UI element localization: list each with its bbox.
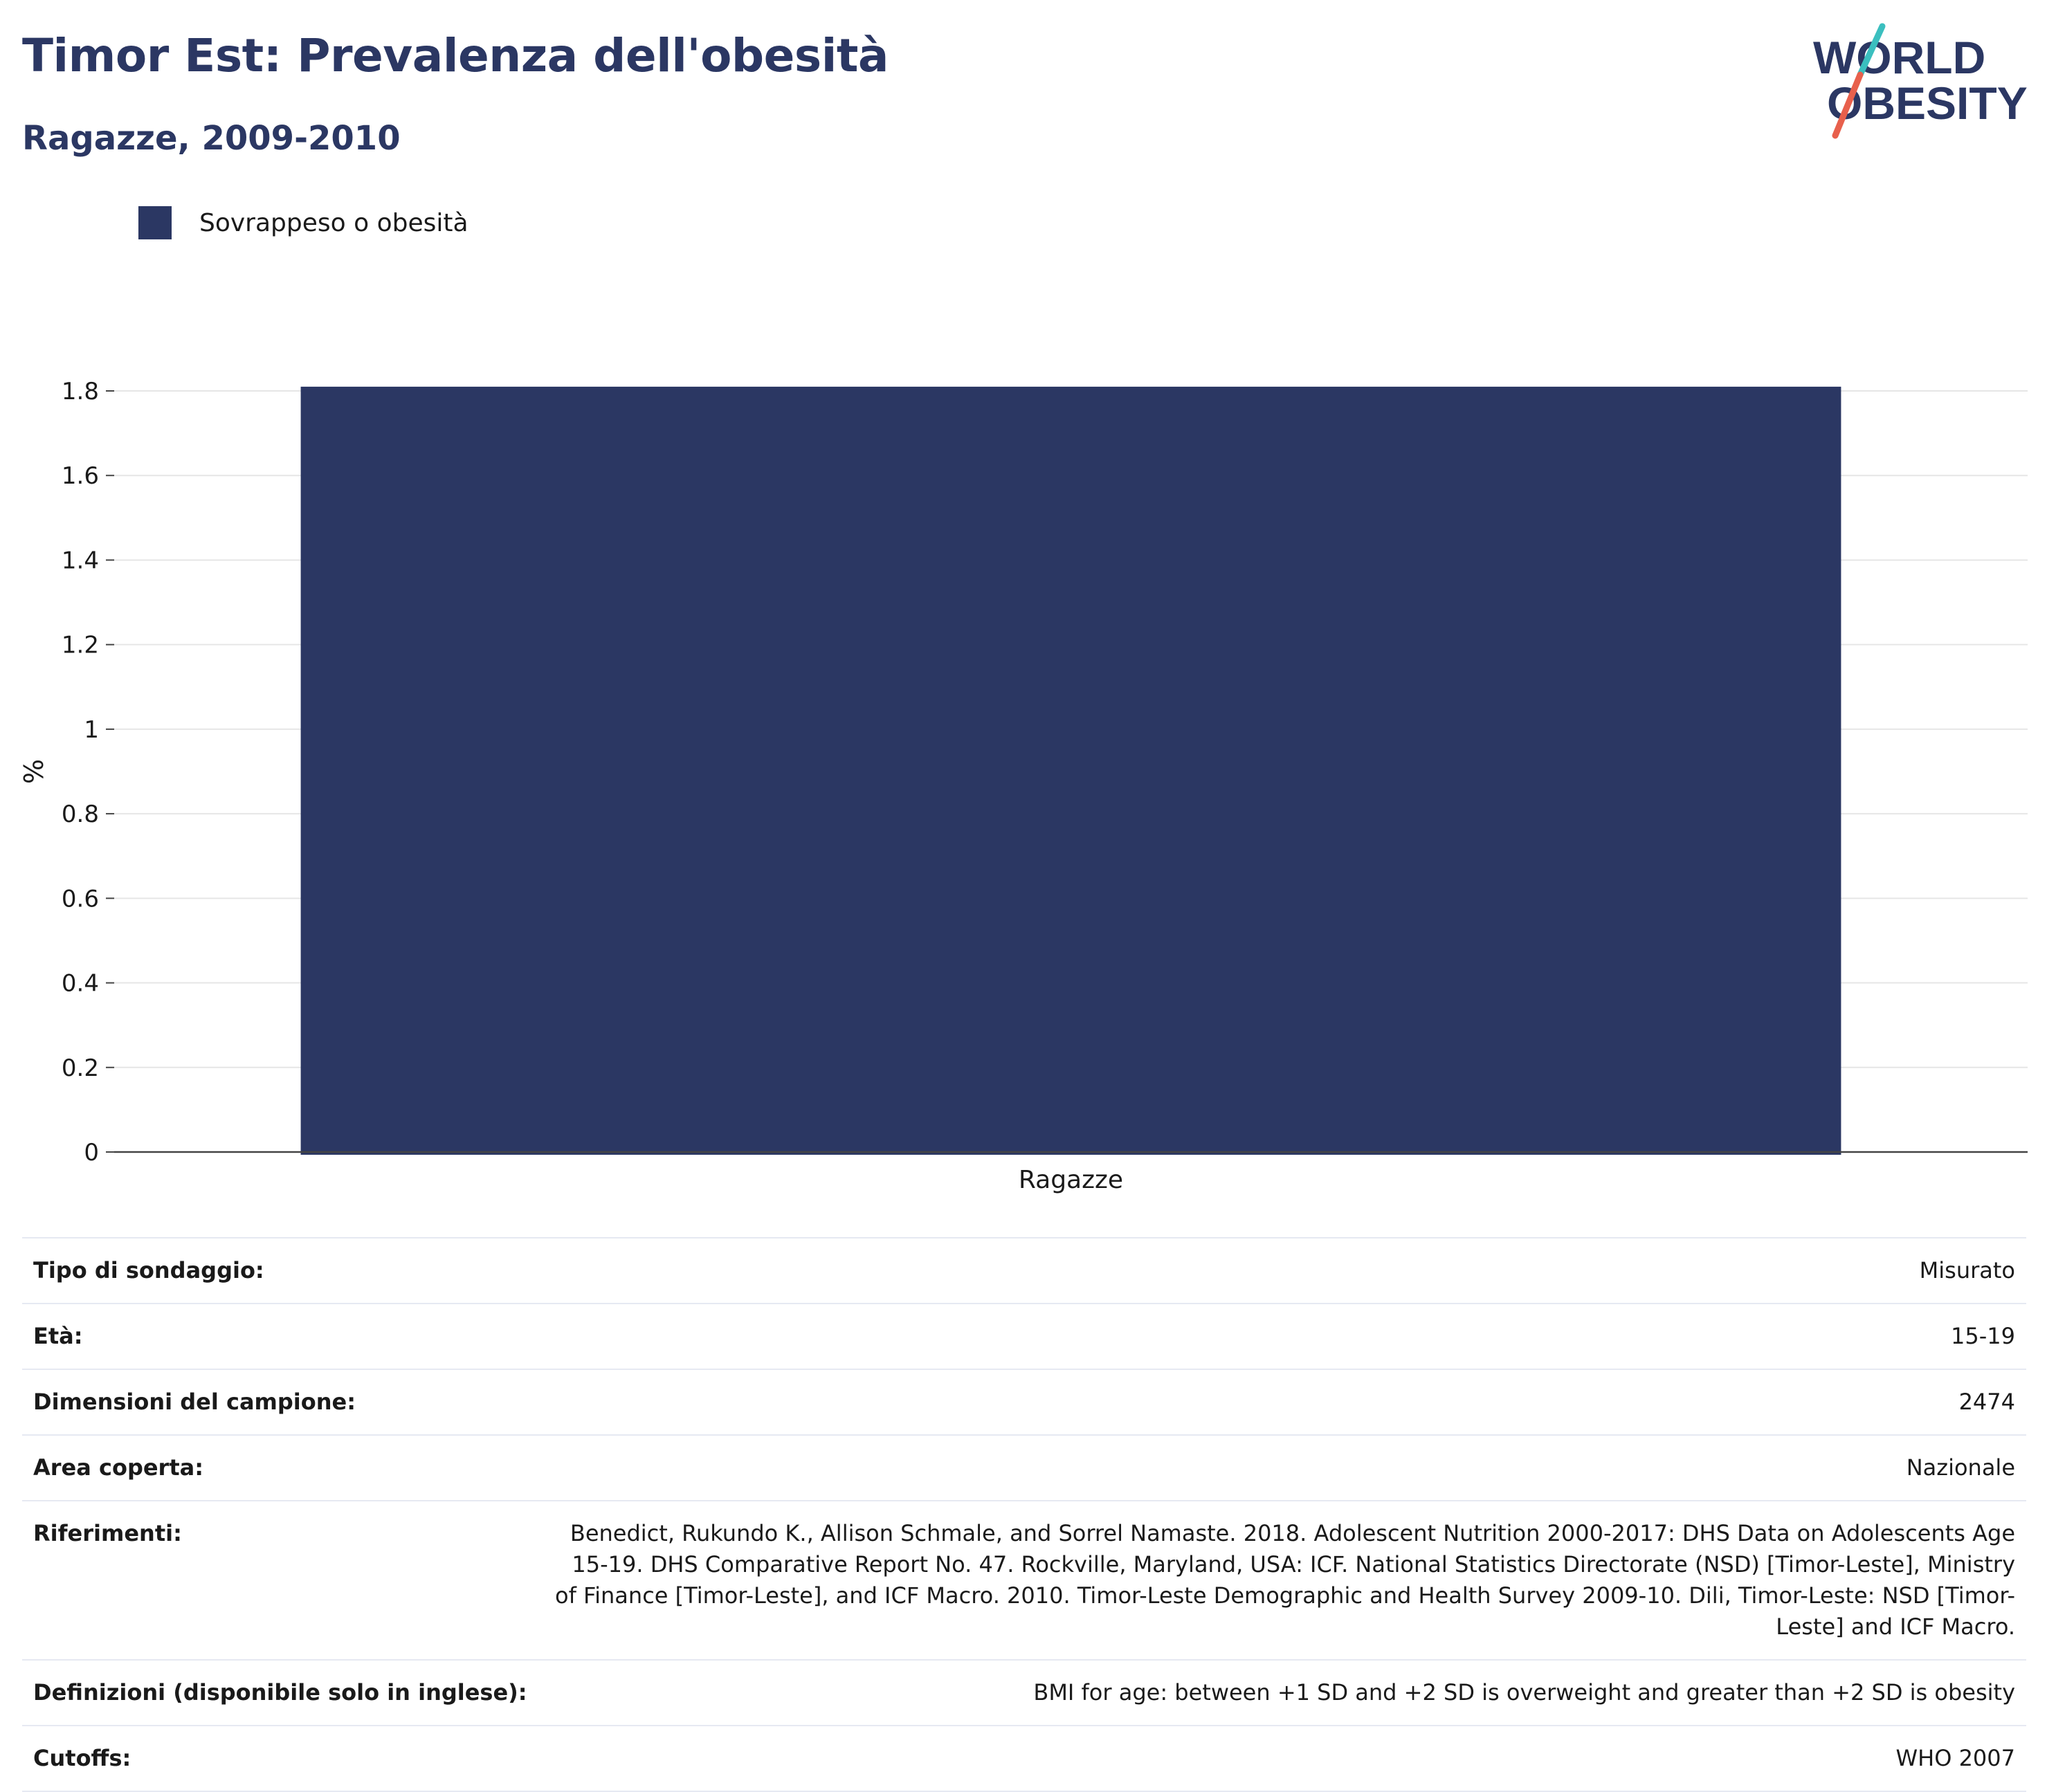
world-obesity-logo: WORLD OBESITY <box>1813 23 2028 139</box>
chart-legend: Sovrappeso o obesità <box>138 206 468 239</box>
legend-swatch <box>138 206 172 239</box>
table-row: Dimensioni del campione: 2474 <box>22 1369 2026 1435</box>
table-row: Area coperta: Nazionale <box>22 1435 2026 1501</box>
info-value: Misurato <box>1919 1257 2015 1283</box>
y-tick-label: 1.8 <box>62 378 99 405</box>
y-tick-label: 1.2 <box>62 632 99 659</box>
info-value: WHO 2007 <box>1895 1745 2016 1771</box>
info-key: Cutoffs: <box>33 1745 131 1771</box>
logo-line2: OBESITY <box>1827 77 2028 129</box>
info-value: BMI for age: between +1 SD and +2 SD is … <box>1033 1679 2015 1706</box>
y-tick-label: 0.6 <box>62 885 99 913</box>
bar-chart: 0 0.2 0.4 0.6 0.8 1 1.2 1.4 1.6 1.8 Ragazze% <box>19 378 2028 1194</box>
y-tick-label: 0.4 <box>62 970 99 998</box>
bar <box>300 386 1841 1155</box>
page-subtitle: Ragazze, 2009-2010 <box>22 119 401 158</box>
logo-slash-teal <box>1857 23 1886 78</box>
legend-label: Sovrappeso o obesità <box>199 208 468 237</box>
table-row: Definizioni (disponibile solo in inglese… <box>22 1660 2026 1726</box>
info-key: Tipo di sondaggio: <box>33 1257 264 1283</box>
x-tick-label: Ragazze <box>1019 1166 1123 1194</box>
info-key: Età: <box>33 1323 83 1349</box>
y-tick-label: 1 <box>84 716 99 744</box>
info-key: Riferimenti: <box>33 1520 182 1546</box>
table-row: Età: 15-19 <box>22 1304 2026 1369</box>
y-tick-label: 1.4 <box>62 547 99 574</box>
y-tick-label: 0.2 <box>62 1054 99 1082</box>
page-title: Timor Est: Prevalenza dell'obesità <box>22 29 889 82</box>
logo-line1: WORLD <box>1813 32 1985 83</box>
survey-info-table: Tipo di sondaggio: Misurato Età: 15-19 D… <box>22 1237 2026 1792</box>
info-value: Nazionale <box>1906 1454 2015 1481</box>
logo-slash-coral <box>1832 71 1864 139</box>
table-row: Cutoffs: WHO 2007 <box>22 1726 2026 1791</box>
y-tick-label: 1.6 <box>62 462 99 490</box>
y-axis-label: % <box>19 759 49 784</box>
y-tick-label: 0.8 <box>62 801 99 828</box>
table-row: Tipo di sondaggio: Misurato <box>22 1238 2026 1304</box>
info-key: Area coperta: <box>33 1454 204 1481</box>
info-value: Benedict, Rukundo K., Allison Schmale, a… <box>555 1520 2015 1640</box>
info-key: Definizioni (disponibile solo in inglese… <box>33 1679 527 1706</box>
info-key: Dimensioni del campione: <box>33 1389 356 1415</box>
info-value: 15-19 <box>1951 1323 2015 1349</box>
y-tick-label: 0 <box>84 1139 99 1167</box>
info-value: 2474 <box>1958 1389 2015 1415</box>
table-row: Riferimenti: Benedict, Rukundo K., Allis… <box>22 1501 2026 1660</box>
